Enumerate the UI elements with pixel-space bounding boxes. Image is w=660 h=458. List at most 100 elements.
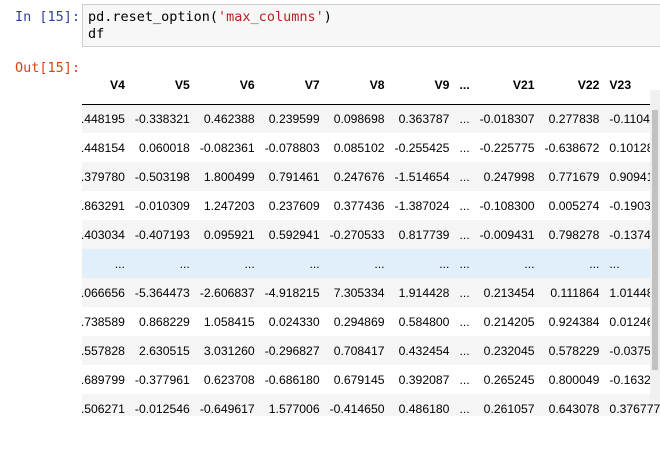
table-cell: 0.111864: [539, 278, 605, 307]
table-cell: -0.863291: [82, 191, 130, 220]
input-prompt: In [15]:: [14, 9, 80, 25]
table-cell: ...: [454, 365, 475, 394]
table-cell: 0.643078: [539, 394, 605, 416]
table-cell: 0.800049: [539, 365, 605, 394]
table-cell: -0.338321: [129, 104, 195, 133]
code-closing-paren: ): [323, 9, 332, 25]
table-cell: ...: [454, 336, 475, 365]
table-cell: 0.708417: [324, 336, 390, 365]
table-cell: -0.506271: [82, 394, 130, 416]
table-row: -0.7385890.8682291.0584150.0243300.29486…: [82, 307, 660, 336]
table-cell: 0.403034: [82, 220, 130, 249]
table-cell: ...: [454, 220, 475, 249]
table-cell: 7.305334: [324, 278, 390, 307]
table-cell: 0.791461: [259, 162, 325, 191]
table-cell: 0.232045: [474, 336, 540, 365]
table-cell: ...: [324, 249, 390, 278]
table-cell: -0.270533: [324, 220, 390, 249]
table-cell: 0.239599: [259, 104, 325, 133]
table-cell: 0.247676: [324, 162, 390, 191]
table-cell: 0.462388: [194, 104, 260, 133]
table-cell: 0.376777: [604, 394, 660, 416]
table-cell: 0.261057: [474, 394, 540, 416]
table-cell: -0.010309: [129, 191, 195, 220]
table-body: -0.448195-0.3383210.4623880.2395990.0986…: [82, 104, 660, 416]
code-cell-input[interactable]: pd.reset_option('max_columns') df: [82, 4, 660, 47]
table-cell: 0.095921: [194, 220, 260, 249]
table-cell: 0.237609: [259, 191, 325, 220]
table-cell: ...: [454, 133, 475, 162]
table-cell: -5.364473: [129, 278, 195, 307]
table-cell: 0.679145: [324, 365, 390, 394]
table-cell: 0.448154: [82, 133, 130, 162]
table-cell: 0.363787: [389, 104, 455, 133]
table-cell: 0.817739: [389, 220, 455, 249]
table-cell: 0.924384: [539, 307, 605, 336]
table-cell: ...: [454, 191, 475, 220]
table-cell: -0.377961: [129, 365, 195, 394]
table-cell: ...: [129, 249, 195, 278]
table-cell: 0.277838: [539, 104, 605, 133]
table-cell: 0.592941: [259, 220, 325, 249]
table-cell: -0.108300: [474, 191, 540, 220]
table-cell: 0.247998: [474, 162, 540, 191]
table-cell: 1.247203: [194, 191, 260, 220]
column-header: V22: [539, 66, 605, 105]
table-cell: ...: [539, 249, 605, 278]
table-cell: 1.577006: [259, 394, 325, 416]
table-cell: 0.213454: [474, 278, 540, 307]
column-header: V21: [474, 66, 540, 105]
table-row: 0.403034-0.4071930.0959210.592941-0.2705…: [82, 220, 660, 249]
table-cell: 1.058415: [194, 307, 260, 336]
table-cell: -0.296827: [259, 336, 325, 365]
table-cell: -2.066656: [82, 278, 130, 307]
table-cell: 0.377436: [324, 191, 390, 220]
output-area[interactable]: V4 V5 V6 V7 V8 V9 ... V21 V22 V23 -0.448…: [82, 66, 660, 416]
table-cell: 1.914428: [389, 278, 455, 307]
table-row: -0.448195-0.3383210.4623880.2395990.0986…: [82, 104, 660, 133]
scrollbar-thumb[interactable]: [652, 110, 658, 370]
table-cell: 0.060018: [129, 133, 195, 162]
table-cell: 1.800499: [194, 162, 260, 191]
table-cell: 0.798278: [539, 220, 605, 249]
table-cell: ...: [194, 249, 260, 278]
table-row: -0.506271-0.012546-0.6496171.577006-0.41…: [82, 394, 660, 416]
table-cell: -2.606837: [194, 278, 260, 307]
column-header: V9: [389, 66, 455, 105]
table-cell: 0.584800: [389, 307, 455, 336]
table-row: 0.4481540.060018-0.082361-0.0788030.0851…: [82, 133, 660, 162]
table-cell: 0.379780: [82, 162, 130, 191]
table-cell: -0.009431: [474, 220, 540, 249]
code-function-call: pd.reset_option(: [88, 9, 219, 25]
table-cell: ...: [474, 249, 540, 278]
header-row: V4 V5 V6 V7 V8 V9 ... V21 V22 V23: [82, 66, 660, 105]
column-header: V6: [194, 66, 260, 105]
table-cell: -0.012546: [129, 394, 195, 416]
table-cell: -1.514654: [389, 162, 455, 191]
table-row: -0.5578282.6305153.031260-0.2968270.7084…: [82, 336, 660, 365]
table-cell: -0.448195: [82, 104, 130, 133]
column-header: V4: [82, 66, 130, 105]
table-cell: -0.638672: [539, 133, 605, 162]
table-cell: 0.432454: [389, 336, 455, 365]
column-header: ...: [454, 66, 475, 105]
table-cell: -0.686180: [259, 365, 325, 394]
code-string-literal: 'max_columns': [218, 9, 324, 25]
table-cell: ...: [454, 278, 475, 307]
table-row: 0.379780-0.5031981.8004990.7914610.24767…: [82, 162, 660, 191]
table-cell: 3.031260: [194, 336, 260, 365]
table-row: ..............................: [82, 249, 660, 278]
table-row: 0.689799-0.3779610.623708-0.6861800.6791…: [82, 365, 660, 394]
table-cell: 0.085102: [324, 133, 390, 162]
table-cell: ...: [389, 249, 455, 278]
table-cell: -0.255425: [389, 133, 455, 162]
table-row: -0.863291-0.0103091.2472030.2376090.3774…: [82, 191, 660, 220]
table-cell: 0.214205: [474, 307, 540, 336]
output-scrollbar[interactable]: [650, 90, 660, 400]
table-cell: ...: [259, 249, 325, 278]
table-cell: 0.294869: [324, 307, 390, 336]
output-prompt: Out[15]:: [14, 60, 80, 76]
table-cell: 0.265245: [474, 365, 540, 394]
table-cell: 0.098698: [324, 104, 390, 133]
table-cell: -1.387024: [389, 191, 455, 220]
